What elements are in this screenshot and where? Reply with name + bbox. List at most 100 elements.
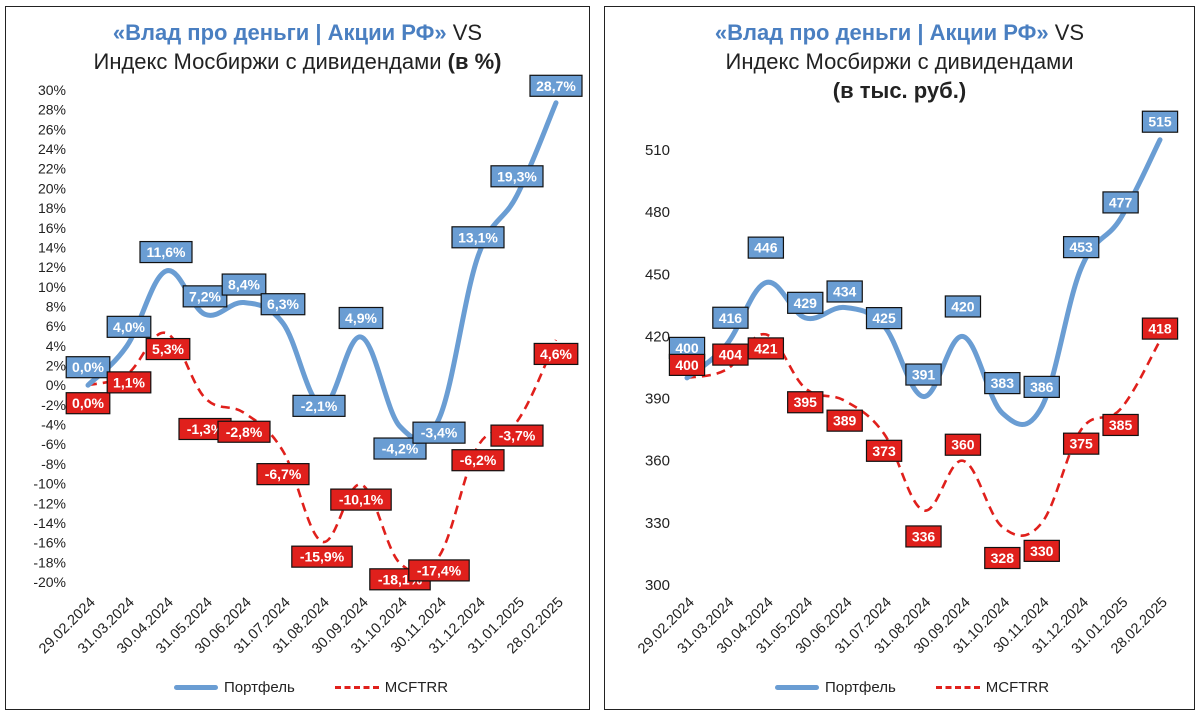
svg-text:13,1%: 13,1%: [458, 229, 498, 245]
data-label-mcftrr: 418: [1141, 317, 1179, 340]
data-label-portfolio: 515: [1141, 110, 1179, 133]
svg-text:-2,8%: -2,8%: [226, 424, 263, 440]
data-label-portfolio: 7,2%: [182, 285, 228, 308]
y-tick-label: 450: [645, 266, 670, 283]
y-tick-label: 16%: [38, 220, 66, 236]
data-label-mcftrr: -17,4%: [408, 559, 470, 582]
svg-text:416: 416: [719, 310, 743, 326]
svg-text:-17,4%: -17,4%: [417, 562, 462, 578]
data-label-mcftrr: 336: [905, 525, 942, 548]
legend-swatch-portfolio: [174, 685, 218, 690]
y-tick-label: 390: [645, 391, 670, 408]
svg-text:383: 383: [991, 375, 1015, 391]
svg-text:6,3%: 6,3%: [267, 296, 299, 312]
svg-text:328: 328: [991, 550, 1015, 566]
data-label-portfolio: 0,0%: [65, 356, 111, 379]
y-tick-label: 10%: [38, 279, 66, 295]
svg-text:4,0%: 4,0%: [113, 319, 145, 335]
data-label-mcftrr: -15,9%: [291, 545, 353, 568]
y-tick-label: 2%: [46, 358, 66, 374]
data-label-mcftrr: 373: [865, 439, 903, 462]
data-label-portfolio: -2,1%: [292, 394, 346, 417]
svg-text:375: 375: [1069, 436, 1093, 452]
svg-text:5,3%: 5,3%: [152, 341, 184, 357]
svg-text:515: 515: [1148, 114, 1172, 130]
title-subject: Индекс Мосбиржи с дивидендами: [93, 49, 442, 74]
legend-item-portfolio: Портфель: [174, 679, 295, 696]
legend-swatch-mcftrr: [334, 686, 379, 689]
chart-title-line1: «Влад про деньги | Акции РФ» VS: [6, 19, 589, 46]
svg-text:0,0%: 0,0%: [72, 359, 104, 375]
y-tick-label: 12%: [38, 259, 66, 275]
legend-item-portfolio: Портфель: [775, 679, 896, 696]
y-tick-label: 28%: [38, 102, 66, 118]
svg-text:395: 395: [794, 394, 818, 410]
data-label-portfolio: 13,1%: [451, 226, 505, 249]
legend-label-mcftrr: MCFTRR: [985, 679, 1050, 696]
y-tick-label: 26%: [38, 121, 66, 137]
svg-text:360: 360: [951, 437, 975, 453]
legend-swatch-mcftrr: [935, 686, 980, 689]
svg-text:421: 421: [754, 340, 778, 356]
data-label-portfolio: 434: [826, 280, 863, 303]
data-label-mcftrr: 0,0%: [65, 392, 111, 415]
y-tick-label: 20%: [38, 180, 66, 196]
data-label-portfolio: 383: [984, 371, 1021, 395]
y-tick-label: 4%: [46, 338, 66, 354]
y-tick-label: -18%: [33, 554, 66, 570]
svg-text:-2,1%: -2,1%: [301, 398, 338, 414]
y-tick-label: 0%: [46, 377, 66, 393]
data-label-mcftrr: 5,3%: [145, 337, 191, 361]
data-label-mcftrr: -10,1%: [330, 488, 392, 511]
svg-text:-4,2%: -4,2%: [382, 441, 419, 457]
legend-label-portfolio: Портфель: [825, 679, 896, 696]
data-label-portfolio: 425: [865, 307, 903, 330]
svg-text:386: 386: [1030, 379, 1054, 395]
title-brand: «Влад про деньги | Акции РФ»: [714, 20, 1049, 45]
y-tick-label: -6%: [41, 436, 66, 452]
y-tick-label: 8%: [46, 298, 66, 314]
series-line-mcftrr: [686, 333, 1162, 537]
svg-text:-15,9%: -15,9%: [300, 549, 345, 565]
svg-text:28,7%: 28,7%: [536, 78, 576, 94]
title-brand: «Влад про деньги | Акции РФ»: [112, 20, 447, 45]
data-label-portfolio: 19,3%: [490, 165, 544, 188]
title-unit: (в %): [447, 49, 502, 74]
y-tick-label: 14%: [38, 239, 66, 255]
y-tick-label: 18%: [38, 200, 66, 216]
legend-item-mcftrr: MCFTRR: [334, 679, 448, 696]
y-tick-label: 510: [645, 142, 670, 159]
data-label-portfolio: 477: [1102, 191, 1139, 214]
data-label-portfolio: 416: [712, 306, 749, 329]
y-axis: 300 330 360 390 420 450 480 510: [645, 142, 670, 594]
data-label-mcftrr: 4,6%: [533, 342, 579, 366]
data-label-portfolio: 453: [1062, 236, 1100, 259]
chart-title-line1: «Влад про деньги | Акции РФ» VS: [605, 19, 1194, 46]
svg-text:-10,1%: -10,1%: [339, 492, 384, 508]
svg-text:0,0%: 0,0%: [72, 395, 104, 411]
svg-text:11,6%: 11,6%: [147, 244, 186, 260]
title-vs: VS: [1048, 20, 1085, 45]
svg-text:-6,2%: -6,2%: [460, 452, 497, 468]
svg-text:4,6%: 4,6%: [540, 346, 572, 362]
y-tick-label: 480: [645, 204, 670, 221]
data-label-portfolio: 8,4%: [221, 273, 267, 296]
data-label-mcftrr: 395: [787, 391, 824, 414]
y-tick-label: -2%: [41, 397, 66, 413]
legend-item-mcftrr: MCFTRR: [935, 679, 1050, 696]
svg-text:7,2%: 7,2%: [189, 288, 221, 304]
data-label-mcftrr: -6,7%: [256, 463, 310, 486]
svg-text:373: 373: [872, 443, 896, 459]
data-label-portfolio: 11,6%: [139, 240, 193, 264]
y-tick-label: 24%: [38, 141, 66, 157]
svg-text:477: 477: [1109, 194, 1133, 210]
series-line-mcftrr: [87, 331, 558, 574]
data-label-portfolio: 386: [1023, 375, 1060, 398]
chart-title-line2: Индекс Мосбиржи с дивидендами (в %): [6, 48, 589, 75]
y-tick-label: -16%: [33, 535, 66, 551]
x-axis: 29.02.202431.03.202430.04.202431.05.2024…: [635, 595, 1171, 658]
y-tick-label: 30%: [38, 82, 66, 98]
y-axis: -20% -18% -16% -14% -12% -10% -8% -6% -4% -2% 0% 2%…: [33, 82, 66, 590]
y-tick-label: -14%: [33, 515, 66, 531]
x-axis: 29.02.202431.03.202430.04.202431.05.2024…: [36, 595, 567, 658]
